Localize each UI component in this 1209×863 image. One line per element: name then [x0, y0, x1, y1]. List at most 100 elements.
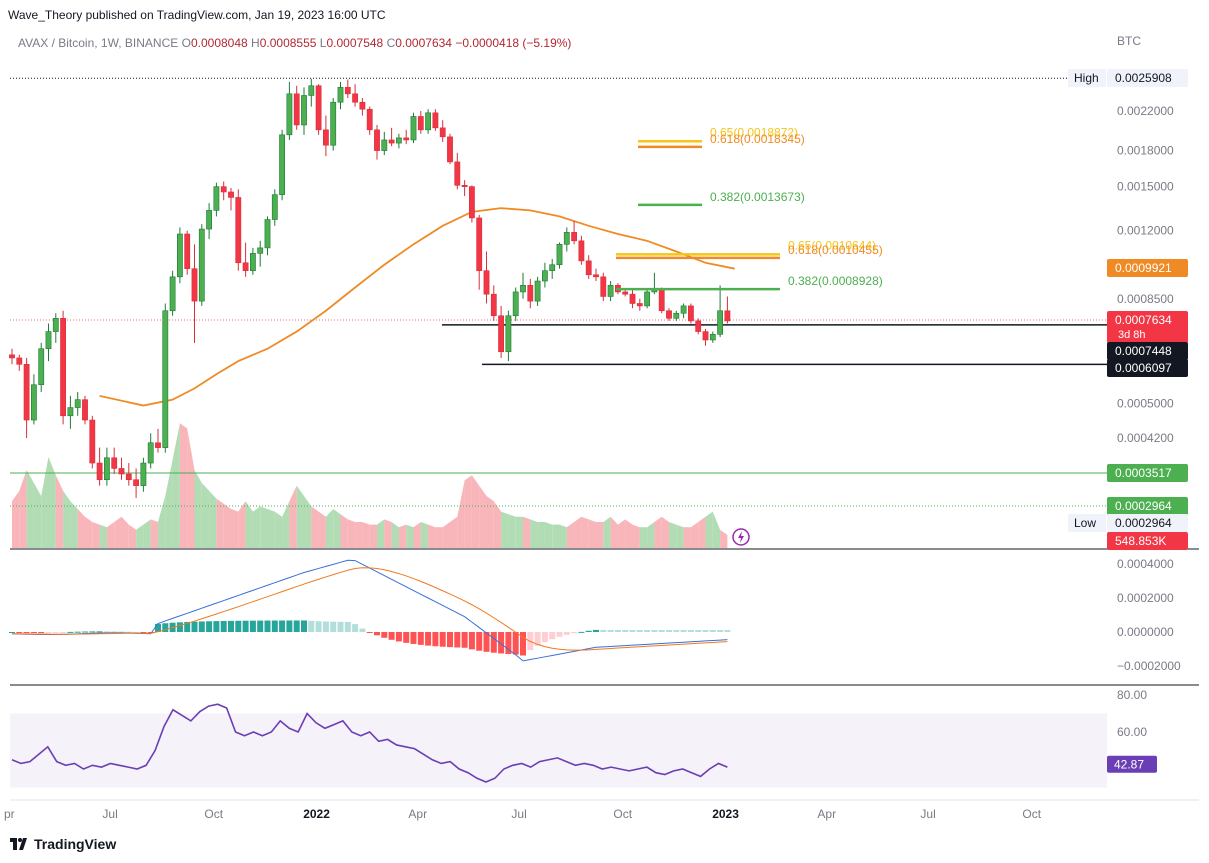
- candle-body[interactable]: [337, 87, 344, 103]
- candle-body[interactable]: [578, 240, 585, 262]
- candle-body[interactable]: [104, 457, 110, 481]
- candle-body[interactable]: [228, 191, 234, 198]
- candle-body[interactable]: [366, 108, 373, 131]
- candle-body[interactable]: [374, 129, 380, 151]
- candle-body[interactable]: [447, 136, 453, 163]
- candle-body[interactable]: [388, 139, 395, 144]
- candle-body[interactable]: [60, 318, 66, 417]
- candle-body[interactable]: [206, 210, 212, 230]
- candle-body[interactable]: [308, 85, 315, 96]
- candle-body[interactable]: [118, 468, 125, 475]
- candle-body[interactable]: [286, 93, 293, 136]
- candle-body[interactable]: [198, 228, 205, 302]
- candle-body[interactable]: [52, 318, 59, 332]
- candle-body[interactable]: [264, 219, 271, 249]
- candle-body[interactable]: [279, 134, 285, 195]
- candle-body[interactable]: [395, 137, 402, 144]
- candle-body[interactable]: [184, 233, 191, 269]
- candle-body[interactable]: [520, 285, 526, 293]
- candle-body[interactable]: [67, 407, 74, 417]
- candle-body[interactable]: [717, 310, 723, 335]
- candle-body[interactable]: [16, 357, 23, 365]
- candle-body[interactable]: [38, 348, 45, 386]
- candle-body[interactable]: [155, 442, 161, 448]
- candle-body[interactable]: [505, 315, 512, 353]
- candle-body[interactable]: [702, 331, 709, 341]
- candle-body[interactable]: [169, 276, 176, 312]
- candle-body[interactable]: [563, 232, 570, 245]
- candle-body[interactable]: [454, 161, 461, 186]
- candle-body[interactable]: [490, 293, 497, 317]
- candle-body[interactable]: [607, 285, 614, 297]
- candle-body[interactable]: [410, 116, 417, 141]
- candle-body[interactable]: [250, 253, 256, 271]
- candle-body[interactable]: [242, 262, 249, 271]
- candle-body[interactable]: [271, 194, 278, 220]
- candle-body[interactable]: [191, 268, 198, 302]
- candle-body[interactable]: [534, 280, 541, 302]
- candle-body[interactable]: [476, 217, 483, 271]
- candle-body[interactable]: [417, 116, 424, 131]
- candle-body[interactable]: [439, 127, 446, 138]
- candle-body[interactable]: [622, 291, 629, 295]
- candle-body[interactable]: [89, 419, 96, 464]
- candle-body[interactable]: [695, 320, 702, 332]
- candle-body[interactable]: [45, 331, 52, 350]
- candle-body[interactable]: [403, 137, 410, 141]
- candle-body[interactable]: [235, 197, 242, 264]
- candle-body[interactable]: [593, 274, 599, 278]
- candle-body[interactable]: [636, 303, 643, 307]
- candle-body[interactable]: [680, 305, 687, 314]
- candle-body[interactable]: [133, 479, 139, 486]
- candle-body[interactable]: [425, 112, 431, 131]
- candle-body[interactable]: [74, 399, 81, 408]
- candle-body[interactable]: [585, 260, 592, 276]
- candle-body[interactable]: [330, 101, 337, 146]
- candle-body[interactable]: [461, 185, 468, 187]
- candle-body[interactable]: [220, 186, 227, 193]
- candle-body[interactable]: [344, 87, 351, 95]
- candle-body[interactable]: [724, 310, 731, 322]
- candle-body[interactable]: [673, 312, 680, 319]
- candle-body[interactable]: [687, 305, 694, 322]
- candle-body[interactable]: [541, 270, 548, 282]
- candle-body[interactable]: [666, 310, 672, 319]
- candle-body[interactable]: [629, 293, 636, 304]
- candle-body[interactable]: [293, 93, 300, 126]
- candle-body[interactable]: [600, 276, 607, 297]
- symbol-name[interactable]: AVAX / Bitcoin, 1W, BINANCE: [18, 36, 179, 50]
- candle-body[interactable]: [468, 186, 475, 219]
- candle-body[interactable]: [125, 473, 132, 481]
- candle-body[interactable]: [381, 139, 388, 151]
- candle-body[interactable]: [644, 291, 650, 307]
- candle-body[interactable]: [9, 354, 15, 359]
- candle-body[interactable]: [432, 112, 439, 129]
- candle-body[interactable]: [140, 462, 147, 486]
- candle-body[interactable]: [571, 232, 577, 242]
- candle-body[interactable]: [96, 462, 103, 481]
- candle-body[interactable]: [483, 270, 490, 295]
- candle-body[interactable]: [301, 95, 307, 126]
- candle-body[interactable]: [527, 285, 534, 302]
- candle-body[interactable]: [111, 457, 118, 469]
- candle-body[interactable]: [257, 247, 264, 254]
- candle-body[interactable]: [162, 310, 169, 448]
- candle-body[interactable]: [147, 442, 154, 464]
- tradingview-logo[interactable]: TradingView: [10, 836, 116, 852]
- candle-body[interactable]: [709, 334, 716, 341]
- candle-body[interactable]: [82, 399, 88, 421]
- candle-body[interactable]: [213, 186, 220, 211]
- candle-body[interactable]: [177, 233, 183, 278]
- candle-body[interactable]: [512, 291, 519, 317]
- candle-body[interactable]: [556, 244, 563, 266]
- candle-body[interactable]: [23, 364, 30, 421]
- candle-body[interactable]: [352, 93, 358, 103]
- candle-body[interactable]: [658, 289, 665, 312]
- candle-body[interactable]: [315, 85, 322, 131]
- candle-body[interactable]: [322, 129, 329, 146]
- candle-body[interactable]: [549, 264, 556, 271]
- candle-body[interactable]: [359, 101, 366, 110]
- candle-body[interactable]: [498, 315, 504, 353]
- candle-body[interactable]: [30, 384, 37, 421]
